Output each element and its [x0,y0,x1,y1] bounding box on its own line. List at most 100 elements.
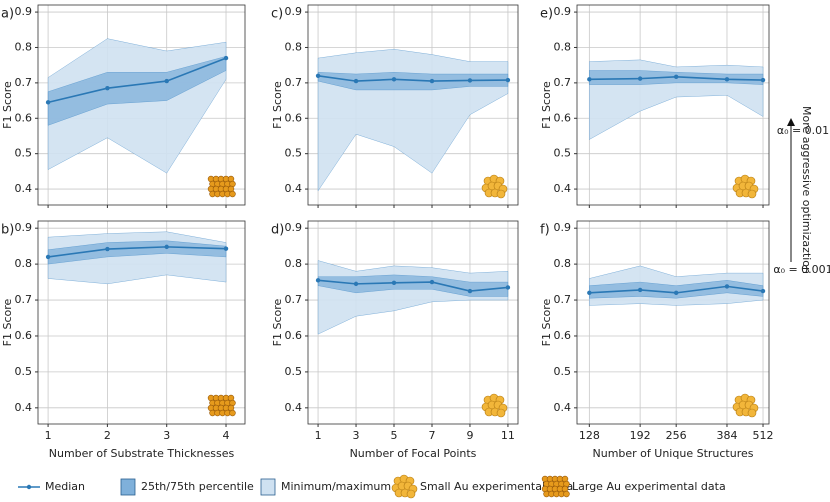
x-tick-label: 3 [163,429,170,442]
y-tick-label: 0.9 [15,221,33,234]
band [47,56,227,126]
arrow-head [787,118,795,126]
y-tick-label: 0.9 [554,5,572,18]
y-tick-label: 0.5 [15,365,33,378]
panel-label: e) [540,7,553,22]
large-au-icon [207,175,236,198]
median-point [353,78,359,84]
x-tick-label: 1 [45,429,52,442]
atom [747,408,757,418]
y-tick-label: 0.8 [15,40,33,53]
legend-label: 25th/75th percentile [141,480,254,493]
atom [496,408,506,418]
median-point [223,55,229,61]
x-tick-label: 2 [104,429,111,442]
y-tick-label: 0.9 [15,5,33,18]
band [317,71,509,91]
panel: 0.4 0.5 0.6 0.7 0.8 0.9a) F1 Score [1,4,246,208]
x-tick-label: 3 [353,429,360,442]
median-point [587,290,592,296]
alpha-bottom: α₀ = 0.001 [773,263,830,276]
median-line [317,279,509,292]
band [589,280,764,299]
plot-frame [307,4,519,206]
panel-label: a) [1,7,14,22]
y-tick-label: 0.4 [15,182,33,195]
y-tick-label: 0.6 [285,111,303,124]
median-point [673,290,679,296]
median-point [505,77,511,83]
y-tick-label: 0.6 [15,111,33,124]
y-tick-label: 0.4 [554,401,572,414]
panel: 0.4 0.5 0.6 0.7 0.8 0.9 1 3 5 7 9 11 d) F1 Score Numbe… [271,220,519,460]
y-tick-label: 0.8 [285,40,303,53]
panel: 0.4 0.5 0.6 0.7 0.8 0.9 1 2 3 4 b) F1 Score Number o… [1,220,246,460]
median-point [724,77,730,82]
x-tick-label: 512 [753,429,774,442]
legend-iqr-swatch [120,478,136,496]
x-tick-label: 192 [630,429,651,442]
side-annotation: α₀ = 0.01 More aggressive optimizaztion … [773,106,830,276]
median-point [164,78,169,84]
median-line [47,57,227,104]
y-tick-label: 0.6 [15,329,33,342]
panel: 0.4 0.5 0.6 0.7 0.8 0.9c) F1 Score [271,4,519,208]
arrow-label: More aggressive optimizaztion [800,106,813,274]
legend-median-dot [26,484,32,490]
x-tick-label: 4 [223,429,230,442]
y-tick-label: 0.5 [554,147,572,160]
y-axis-label: F1 Score [271,298,284,346]
median-point [587,77,592,82]
y-tick-label: 0.5 [554,365,572,378]
y-axis-label: F1 Score [271,81,284,129]
panel-label: c) [271,7,283,22]
legend-label: Minimum/maximum [281,480,391,493]
y-axis-label: F1 Score [1,298,14,346]
y-axis-label: F1 Score [1,81,14,129]
x-tick-label: 384 [716,429,737,442]
panel-label: f) [540,223,550,238]
small-au-icon [732,393,759,418]
legend-minmax-swatch [260,478,276,496]
legend-label: Large Au experimental data [572,480,726,493]
y-tick-label: 0.5 [285,365,303,378]
plot-frame [576,4,770,206]
y-tick-label: 0.4 [15,401,33,414]
y-tick-label: 0.7 [15,76,33,89]
small-au-icon [391,474,418,499]
y-tick-label: 0.6 [554,111,572,124]
y-tick-label: 0.7 [15,293,33,306]
y-tick-label: 0.5 [15,147,33,160]
plot-area [577,221,769,424]
panel-label: b) [1,223,14,238]
x-axis-label: Number of Unique Structures [593,447,754,460]
median-point [673,74,679,80]
alpha-top: α₀ = 0.01 [777,124,829,137]
y-tick-label: 0.7 [285,293,303,306]
x-tick-label: 1 [315,429,322,442]
panel-label: d) [271,223,284,238]
median-line [317,75,508,82]
median-point [353,281,359,287]
median-point [391,77,397,82]
y-tick-label: 0.7 [554,76,572,89]
y-tick-label: 0.4 [285,401,303,414]
y-tick-label: 0.6 [285,329,303,342]
median-point [505,285,511,290]
median-point [724,284,730,289]
atom [747,189,757,199]
median-point [105,85,110,91]
y-tick-label: 0.4 [285,182,303,195]
median-point [391,280,397,285]
panel: 0.4 0.5 0.6 0.7 0.8 0.9e) F1 Score [540,4,770,208]
small-au-icon [481,393,508,418]
median-point [315,278,321,283]
x-tick-label: 7 [428,429,435,442]
median-point [467,288,473,294]
small-au-icon [732,174,759,199]
plot-frame [307,220,519,425]
band [317,274,509,297]
y-tick-label: 0.8 [554,40,572,53]
median-point [45,254,51,260]
